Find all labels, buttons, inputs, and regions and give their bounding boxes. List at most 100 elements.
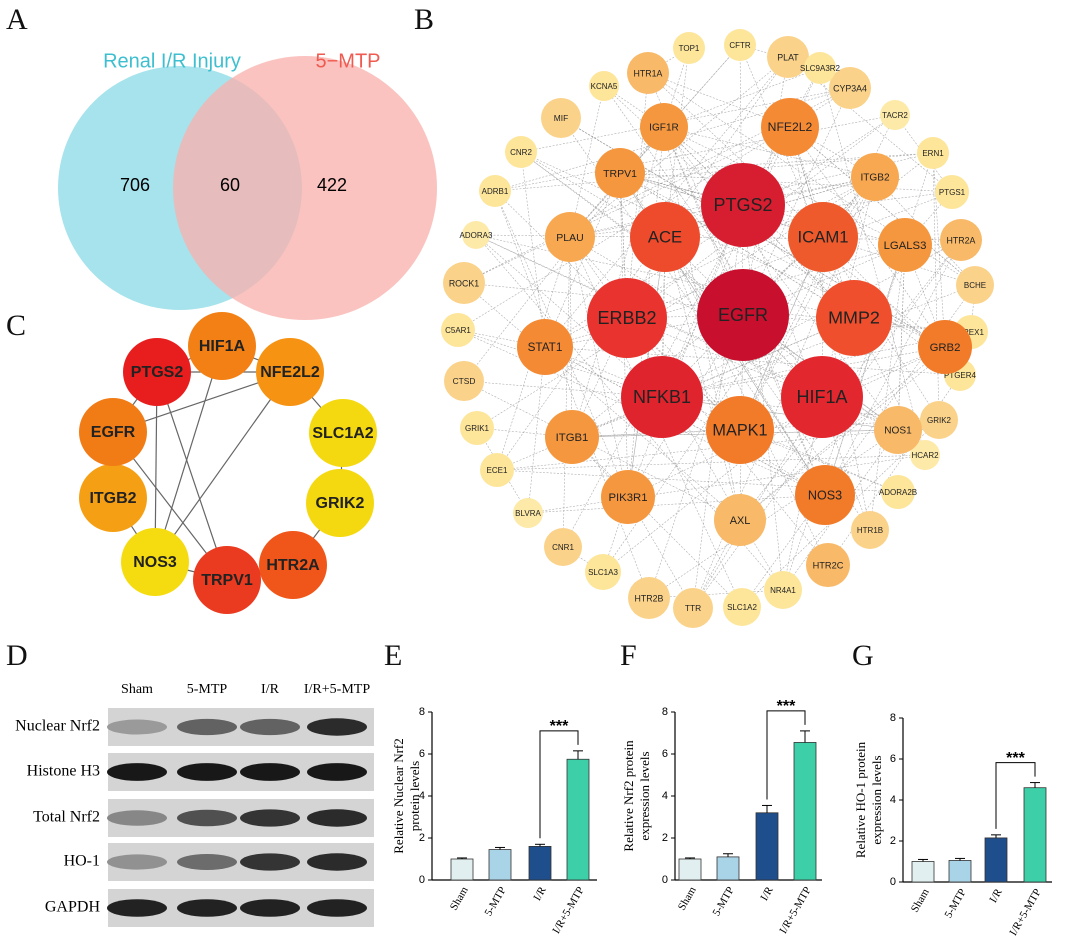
edge: [569, 126, 665, 238]
node: [621, 356, 703, 438]
edge: [494, 190, 629, 498]
edge: [571, 436, 743, 608]
edge: [569, 85, 605, 238]
x-tick-label: I/R: [531, 884, 549, 903]
node: [673, 32, 705, 64]
node: [545, 212, 595, 262]
error-bar: [495, 846, 505, 850]
node: [544, 528, 582, 566]
edge: [739, 114, 896, 431]
node-label: IGF1R: [649, 123, 679, 134]
y-tick-label: 4: [662, 790, 668, 802]
node-label: ITGB2: [860, 173, 890, 184]
node: [79, 464, 147, 532]
y-tick-label: 4: [419, 790, 425, 802]
node: [462, 221, 490, 249]
error-bar: [800, 730, 810, 743]
x-tick-label: I/R: [758, 884, 776, 903]
band: [307, 718, 367, 736]
node: [460, 411, 494, 445]
node-label: TTR: [685, 603, 701, 613]
panel-label: A: [6, 3, 28, 36]
node-label: CNR2: [510, 148, 532, 157]
node: [545, 410, 599, 464]
node: [123, 338, 191, 406]
panel-label: G: [852, 639, 874, 672]
node: [829, 67, 871, 109]
node-label: HTR2C: [813, 560, 844, 570]
edge: [475, 234, 663, 398]
edge: [494, 87, 851, 192]
column-label: I/R+5-MTP: [304, 682, 370, 697]
node: [441, 313, 475, 347]
column-label: 5-MTP: [187, 682, 228, 697]
x-tick-label: Sham: [676, 884, 699, 912]
node: [513, 498, 543, 528]
edge: [569, 191, 953, 238]
edge: [648, 589, 784, 599]
node: [479, 175, 511, 207]
band: [107, 899, 167, 917]
bar: [450, 858, 474, 881]
node: [121, 528, 189, 596]
node: [920, 401, 958, 439]
edge: [822, 236, 940, 421]
error-bar: [918, 858, 928, 862]
edge: [569, 236, 629, 498]
node-label: CNR1: [552, 543, 574, 552]
node-label: AXL: [730, 515, 751, 527]
node-label: PTGS2: [131, 364, 184, 381]
edge: [739, 44, 855, 319]
node: [595, 148, 645, 198]
count: 422: [317, 175, 347, 195]
band: [240, 809, 300, 827]
bar: [678, 858, 702, 881]
node-label: EGFR: [718, 305, 768, 325]
panel-label: C: [6, 309, 26, 342]
bar: [566, 758, 590, 881]
y-tick-label: 8: [890, 712, 896, 724]
node: [761, 98, 819, 156]
edge: [619, 172, 953, 193]
significance-bracket: [539, 730, 579, 839]
edge: [520, 151, 546, 348]
band: [177, 718, 237, 736]
node-label: ITGB1: [556, 432, 589, 444]
node-label: MMP2: [828, 308, 880, 328]
node: [517, 319, 573, 375]
node-label: MAPK1: [712, 421, 767, 439]
node: [940, 219, 982, 261]
edge: [463, 380, 741, 521]
bar: [911, 861, 935, 883]
edge: [602, 496, 629, 573]
y-tick-label: 2: [419, 832, 425, 844]
y-tick-label: 8: [419, 706, 425, 718]
x-tick-label: 5-MTP: [483, 885, 509, 919]
node-label: ITGB2: [89, 490, 136, 507]
node: [806, 543, 850, 587]
node-label: PLAU: [556, 232, 583, 244]
error-bar: [535, 843, 545, 847]
edge: [494, 190, 650, 599]
edge: [496, 236, 571, 471]
edge: [527, 454, 926, 514]
node-label: HTR2A: [947, 235, 976, 245]
edge: [154, 371, 291, 563]
node: [480, 453, 514, 487]
node-label: LGALS3: [884, 240, 927, 252]
band: [177, 854, 237, 870]
edge: [562, 236, 571, 548]
significance: ***: [777, 698, 796, 715]
edge: [648, 429, 899, 599]
edge: [156, 371, 228, 581]
edge: [496, 454, 926, 471]
bar: [488, 849, 512, 881]
significance-bracket: [766, 710, 806, 800]
node: [630, 202, 700, 272]
edge: [569, 236, 741, 431]
node: [541, 98, 581, 138]
node: [881, 475, 915, 509]
edge: [475, 234, 823, 398]
node-label: EGFR: [91, 424, 136, 441]
